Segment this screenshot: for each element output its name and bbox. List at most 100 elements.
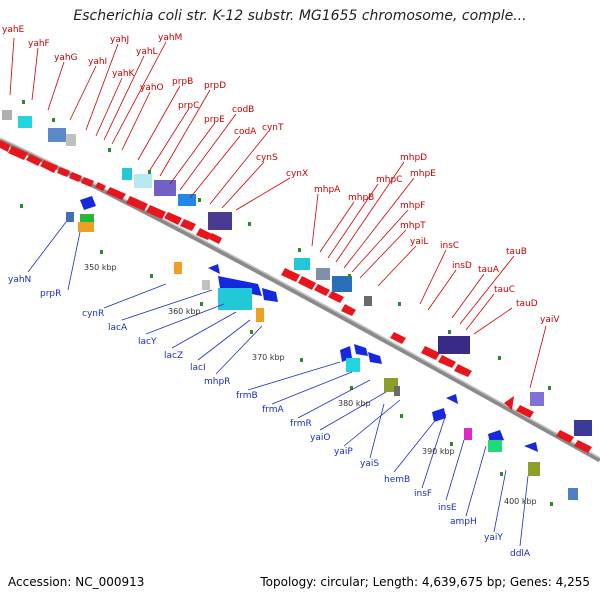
gene-arrow <box>556 430 574 443</box>
gene-arrow <box>69 172 82 182</box>
gene-arrow <box>454 364 472 377</box>
gene-label: lacI <box>190 363 206 373</box>
gene-arrow <box>438 355 456 368</box>
map-title: Escherichia coli str. K-12 substr. MG165… <box>73 8 527 24</box>
gene-label: yahM <box>158 33 182 43</box>
gene-arrow <box>40 160 58 173</box>
gene-label: mhpF <box>400 201 425 211</box>
gene-label: tauB <box>506 247 527 257</box>
gene-label: yahE <box>2 25 25 35</box>
gene-label: yaiP <box>334 447 353 457</box>
scale-label: 390 kbp <box>422 447 455 456</box>
tick-marks <box>20 100 553 506</box>
gene-arrow <box>574 440 592 453</box>
gene-label: insC <box>440 241 459 251</box>
gene-label: yaiO <box>310 433 330 443</box>
gene-label: yahO <box>140 83 164 93</box>
gene-label: prpC <box>178 101 199 111</box>
gene-label: yahI <box>88 57 107 67</box>
gene-label: mhpA <box>314 185 341 195</box>
gene-label: yahL <box>136 47 158 57</box>
gene-arrow <box>341 304 356 316</box>
gene-label: insD <box>452 261 472 271</box>
gene-label: tauD <box>516 299 538 309</box>
gene-arrow <box>328 291 344 303</box>
gene-label: yaiL <box>410 237 428 247</box>
accession-text: Accession: NC_000913 <box>8 575 145 589</box>
gene-arrow <box>95 182 106 191</box>
gene-label: yahN <box>8 275 31 285</box>
gene-arrow <box>164 212 182 225</box>
gene-label: codA <box>234 127 257 137</box>
gene-label: mhpD <box>400 153 427 163</box>
gene-arrow <box>390 332 406 344</box>
gene-arrow <box>504 396 514 410</box>
gene-label: cynX <box>286 169 308 179</box>
gene-label: yaiV <box>540 315 560 325</box>
gene-label: mhpE <box>410 169 436 179</box>
gene-arrow <box>0 140 10 152</box>
scale-labels: 350 kbp 360 kbp 370 kbp 380 kbp 390 kbp … <box>84 263 537 506</box>
gene-arrow <box>146 205 166 219</box>
gene-arrow <box>421 346 440 360</box>
scale-label: 400 kbp <box>504 497 537 506</box>
gene-label: prpE <box>204 115 225 125</box>
gene-label: tauA <box>478 265 500 275</box>
gene-label: cynR <box>82 309 104 319</box>
gene-arrow <box>57 167 70 177</box>
topology-summary: Topology: circular; Length: 4,639,675 bp… <box>260 575 590 589</box>
gene-label: yahF <box>28 39 50 49</box>
gene-label: frmR <box>290 419 312 429</box>
gene-label: mhpC <box>376 175 402 185</box>
gene-label: yahJ <box>110 35 129 45</box>
gene-label: yaiS <box>360 459 379 469</box>
gene-label: ddlA <box>510 549 531 559</box>
gene-label: lacA <box>108 323 128 333</box>
gene-arrow <box>180 219 196 231</box>
scale-label: 370 kbp <box>252 353 285 362</box>
scale-label: 350 kbp <box>84 263 117 272</box>
gene-arrow <box>314 284 330 296</box>
gene-arrow <box>281 268 300 282</box>
gene-label: tauC <box>494 285 515 295</box>
chromosome-backbone <box>0 137 600 463</box>
gene-label: yahK <box>112 69 136 79</box>
gene-label: codB <box>232 105 254 115</box>
gene-label: insF <box>414 489 432 499</box>
scale-label: 380 kbp <box>338 399 371 408</box>
gene-arrow <box>26 154 42 166</box>
gene-label: yahG <box>54 53 78 63</box>
gene-arrow <box>81 177 94 187</box>
gene-arrow <box>8 146 28 160</box>
gene-label: ampH <box>450 517 477 527</box>
gene-label: mhpR <box>204 377 230 387</box>
gene-label: frmA <box>262 405 284 415</box>
top-leader-lines <box>9 37 547 389</box>
gene-arrow <box>516 405 534 418</box>
scale-label: 360 kbp <box>168 307 201 316</box>
gene-label: cynS <box>256 153 278 163</box>
bottom-gene-labels: yahN prpR cynR lacA lacY lacZ lacI mhpR … <box>8 275 531 559</box>
gene-label: lacY <box>138 337 157 347</box>
top-gene-labels: yahE yahF yahG yahI yahJ yahK yahL yahM … <box>2 25 560 325</box>
gene-arrow <box>106 187 126 200</box>
gene-label: hemB <box>384 475 410 485</box>
reverse-gene-track <box>66 196 578 500</box>
gene-label: frmB <box>236 391 258 401</box>
gene-label: yaiY <box>484 533 503 543</box>
forward-gene-track <box>0 140 592 453</box>
gene-arrow <box>126 196 148 211</box>
feature-boxes <box>2 110 592 436</box>
gene-label: mhpT <box>400 221 426 231</box>
gene-label: insE <box>438 503 457 513</box>
gene-label: prpR <box>40 289 61 299</box>
gene-arrow <box>209 233 222 244</box>
gene-label: mhpB <box>348 193 374 203</box>
gene-arrow <box>196 228 212 240</box>
gene-label: prpB <box>172 77 193 87</box>
gene-label: lacZ <box>164 351 183 361</box>
gene-arrow <box>298 276 316 290</box>
gene-label: prpD <box>204 81 226 91</box>
bottom-leader-lines <box>27 221 529 547</box>
